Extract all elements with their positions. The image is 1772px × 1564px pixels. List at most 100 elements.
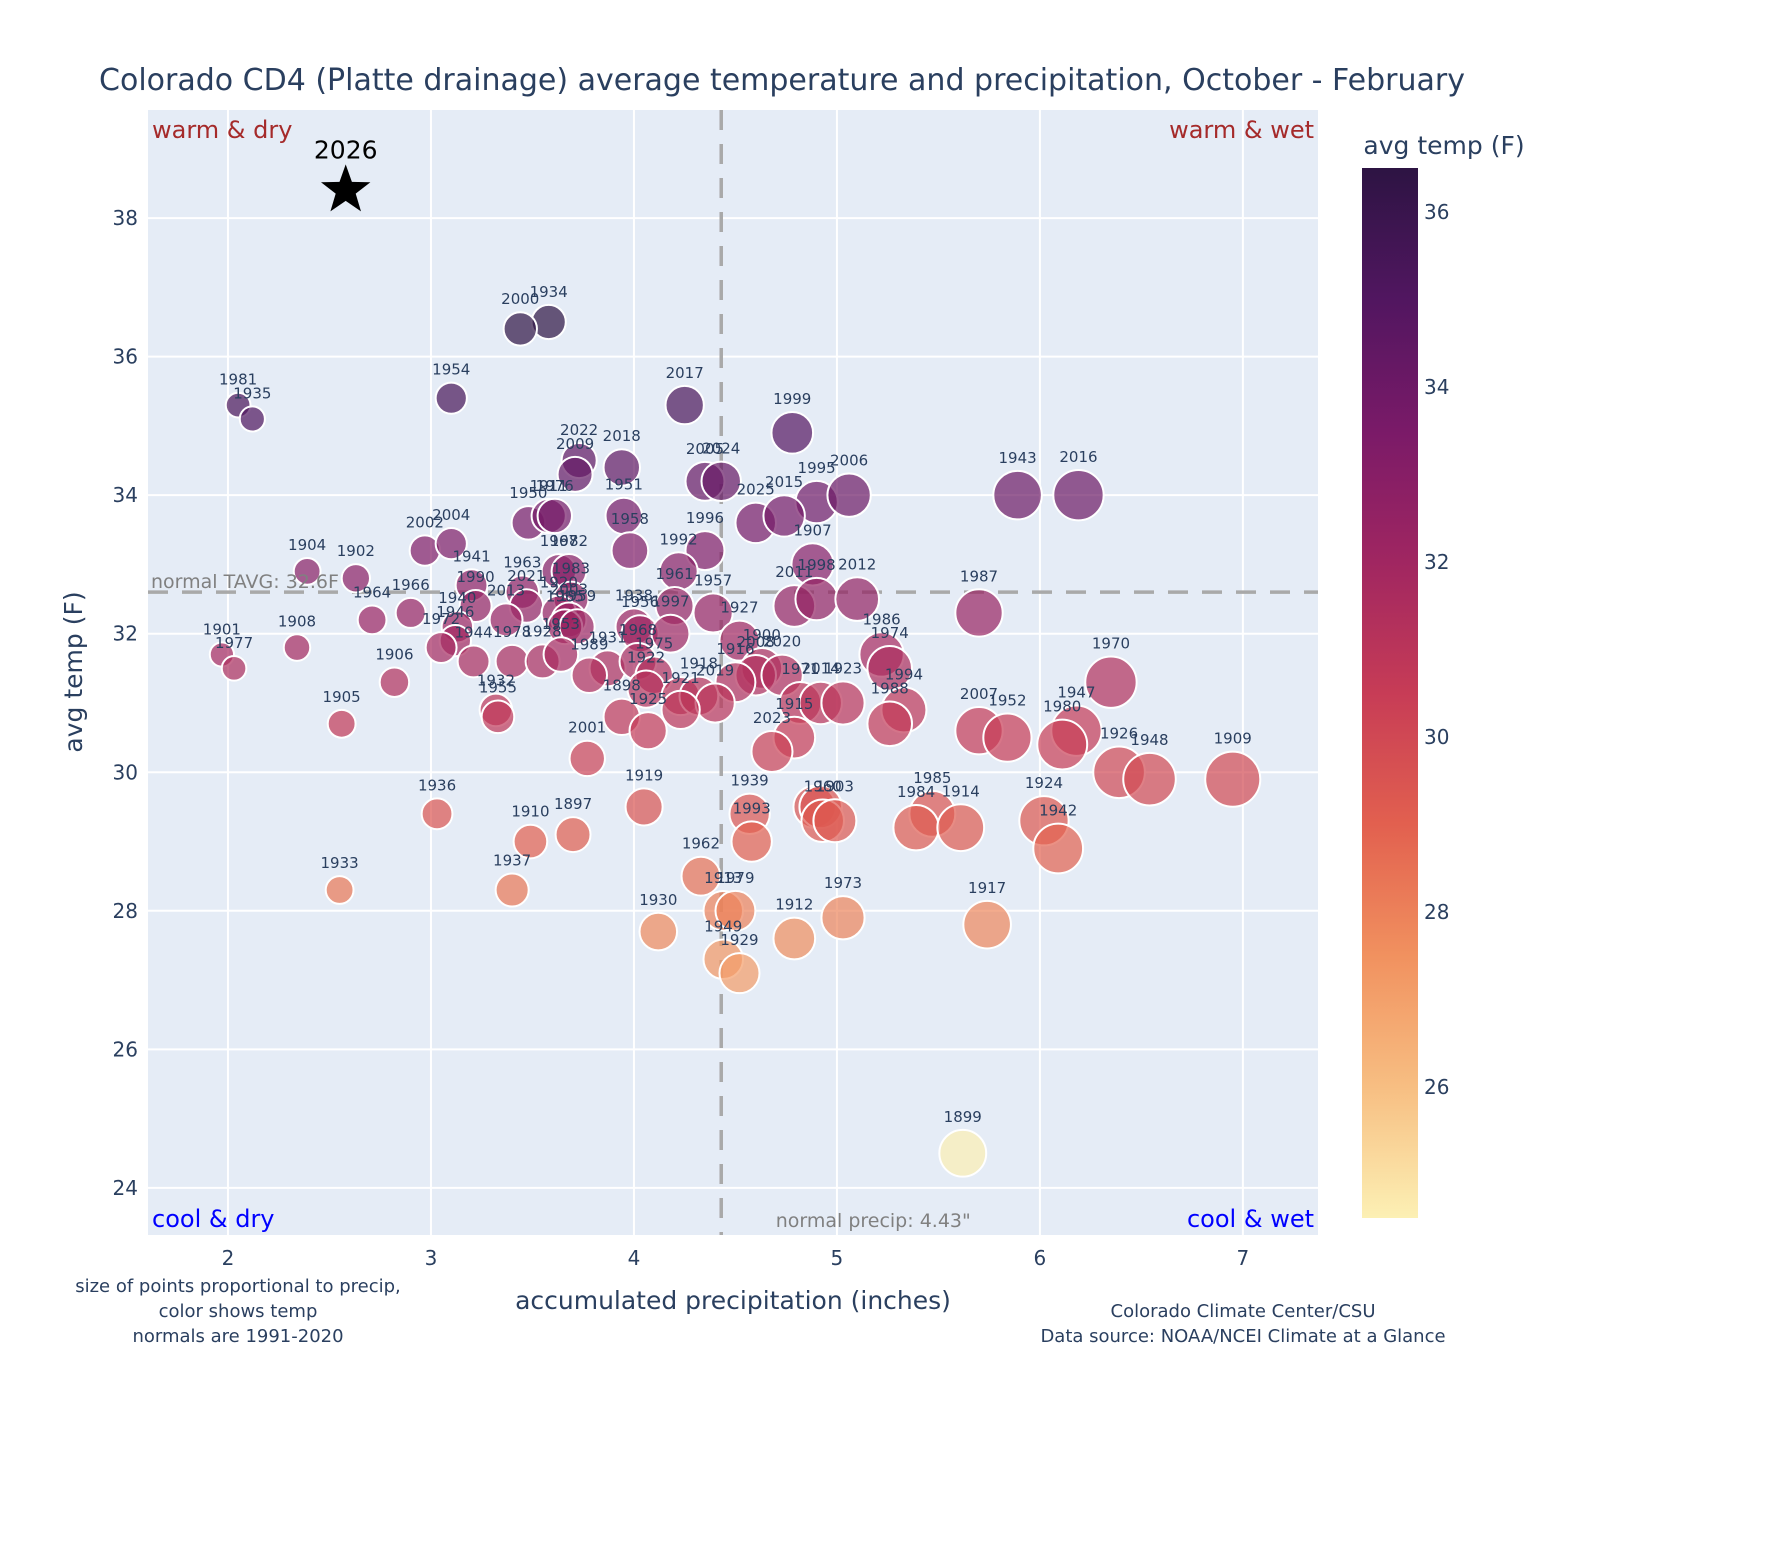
data-point: [568, 739, 606, 778]
data-point: [718, 619, 761, 662]
data-point: [772, 916, 817, 961]
quadrant-label-warm-dry: warm & dry: [152, 116, 292, 144]
data-point: [982, 712, 1033, 763]
point-label: 2022: [560, 421, 598, 439]
data-point: [494, 872, 530, 908]
data-point: [502, 311, 538, 347]
data-point: [488, 602, 524, 638]
point-label: 1983: [552, 560, 590, 578]
point-label: 1942: [1039, 802, 1077, 820]
point-label: 1946: [436, 603, 474, 621]
point-label: 1920: [540, 574, 578, 592]
point-label: 1999: [773, 390, 811, 408]
data-point: [340, 563, 372, 594]
data-point: [282, 633, 312, 662]
point-label: 1962: [682, 835, 720, 853]
data-point: [714, 889, 757, 932]
point-label: 2015: [765, 473, 803, 491]
footnote-right-line-2: Data source: NOAA/NCEI Climate at a Glan…: [1040, 1326, 1445, 1347]
point-label: 1986: [862, 610, 900, 628]
normal-tavg-label: normal TAVG: 32.6F: [151, 571, 339, 593]
point-label: 1995: [798, 459, 836, 477]
point-label: 1901: [203, 620, 241, 638]
point-label: 1935: [233, 384, 271, 402]
x-axis-title: accumulated precipitation (inches): [515, 1286, 951, 1315]
data-point: [556, 455, 594, 493]
point-label: 1981: [219, 371, 257, 389]
footnote-left-line-2: color shows temp: [159, 1301, 318, 1322]
y-tick-label: 34: [113, 483, 138, 507]
point-label: 1977: [215, 634, 253, 652]
point-label: 1987: [960, 567, 998, 585]
point-label: 1961: [655, 565, 693, 583]
data-point: [326, 708, 357, 739]
data-point: [730, 820, 773, 863]
point-label: 2001: [568, 719, 606, 737]
footnote-left: size of points proportional to precip, c…: [75, 1276, 401, 1347]
data-point: [434, 381, 468, 415]
point-label: 2020: [763, 633, 801, 651]
point-label: 1944: [454, 623, 492, 641]
point-label: 1925: [629, 690, 667, 708]
data-point: [1122, 751, 1177, 807]
x-tick-label: 7: [1237, 1246, 1250, 1270]
point-label: 1988: [871, 679, 909, 697]
y-tick-label: 28: [113, 899, 138, 923]
data-point: [834, 576, 881, 622]
data-point: [664, 384, 705, 426]
point-label: 1960: [804, 777, 842, 795]
point-label: 2007: [960, 685, 998, 703]
data-point: [794, 576, 839, 622]
point-label: 1931: [588, 628, 626, 646]
data-point: [718, 952, 761, 995]
point-label: 1949: [704, 918, 742, 936]
quadrant-label-warm-wet: warm & wet: [1169, 116, 1314, 144]
point-label: 1955: [479, 679, 517, 697]
point-label: 1973: [824, 874, 862, 892]
data-points: [208, 303, 1262, 1178]
point-label: 1950: [509, 484, 547, 502]
point-label: 1929: [720, 931, 758, 949]
colorbar-tick-label: 28: [1424, 900, 1449, 924]
point-label: 1978: [493, 623, 531, 641]
point-label: 1917: [968, 879, 1006, 897]
y-tick-label: 30: [113, 760, 138, 784]
point-label: 1938: [615, 586, 653, 604]
data-point: [820, 680, 866, 726]
y-tick-label: 36: [113, 345, 138, 369]
point-label: 1906: [375, 645, 413, 663]
point-label: 2004: [432, 506, 470, 524]
data-point: [624, 787, 664, 827]
y-tick-labels: 24 26 28 30 32 34 36 38: [113, 206, 138, 1200]
point-label: 1900: [743, 626, 781, 644]
data-point: [694, 682, 736, 724]
normal-precip-label: normal precip: 4.43": [776, 1210, 971, 1232]
y-axis-title: avg temp (F): [59, 591, 88, 752]
data-point: [238, 405, 266, 433]
point-label: 1919: [625, 766, 663, 784]
point-label: 2011: [775, 563, 813, 581]
x-tick-label: 6: [1034, 1246, 1047, 1270]
data-point: [610, 531, 650, 570]
point-label: 1927: [720, 599, 758, 617]
colorbar-tick-labels: 26 28 30 32 34 36: [1424, 200, 1449, 1099]
data-point: [1036, 718, 1089, 771]
point-label: 1990: [457, 568, 495, 586]
point-label: 1970: [1092, 635, 1130, 653]
point-label: 1997: [651, 593, 689, 611]
point-label: 1979: [716, 869, 754, 887]
y-tick-label: 32: [113, 622, 138, 646]
point-label: 1971: [781, 660, 819, 678]
point-label: 1958: [611, 510, 649, 528]
x-tick-label: 4: [628, 1246, 641, 1270]
point-label: 1924: [1025, 774, 1063, 792]
point-label: 1940: [438, 589, 476, 607]
point-label: 1909: [1214, 730, 1252, 748]
point-label: 1998: [798, 556, 836, 574]
point-label: 1943: [998, 449, 1036, 467]
point-label: 1951: [605, 476, 643, 494]
point-label: 1939: [731, 772, 769, 790]
point-label: 1907: [793, 521, 831, 539]
data-point: [866, 700, 914, 748]
data-point: [602, 448, 641, 487]
